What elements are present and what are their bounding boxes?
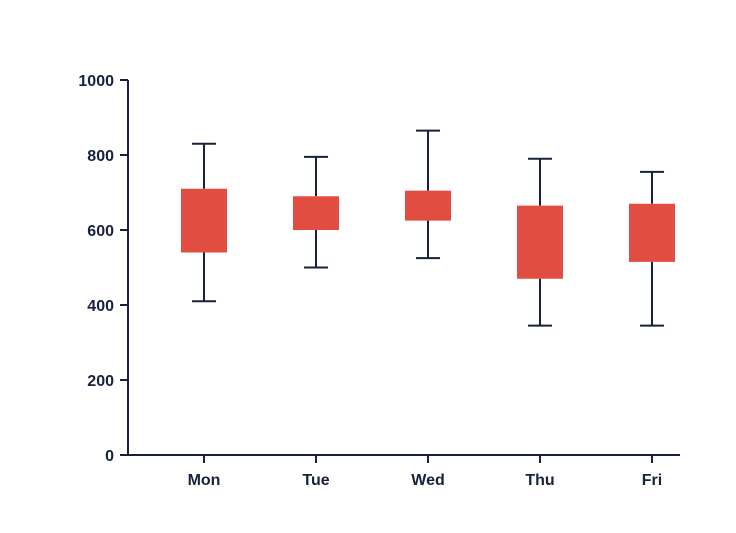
x-tick-label: Thu: [525, 472, 554, 489]
chart-svg: 0 200 400 600 800 1000 Mon Tue Wed Thu Fri: [0, 0, 736, 533]
x-tick-label: Mon: [188, 472, 221, 489]
y-tick-label: 800: [87, 148, 114, 165]
box: [405, 191, 451, 221]
y-tick-label: 400: [87, 298, 114, 315]
box: [629, 204, 675, 262]
y-tick-label: 1000: [78, 73, 114, 90]
box: [181, 189, 227, 253]
y-tick-label: 600: [87, 223, 114, 240]
x-tick-label: Tue: [302, 472, 329, 489]
box: [293, 196, 339, 230]
x-tick-label: Fri: [642, 472, 662, 489]
boxplot-chart: 0 200 400 600 800 1000 Mon Tue Wed Thu Fri: [0, 0, 736, 533]
y-tick-label: 0: [105, 448, 114, 465]
box: [517, 206, 563, 279]
x-tick-label: Wed: [411, 472, 444, 489]
y-tick-label: 200: [87, 373, 114, 390]
